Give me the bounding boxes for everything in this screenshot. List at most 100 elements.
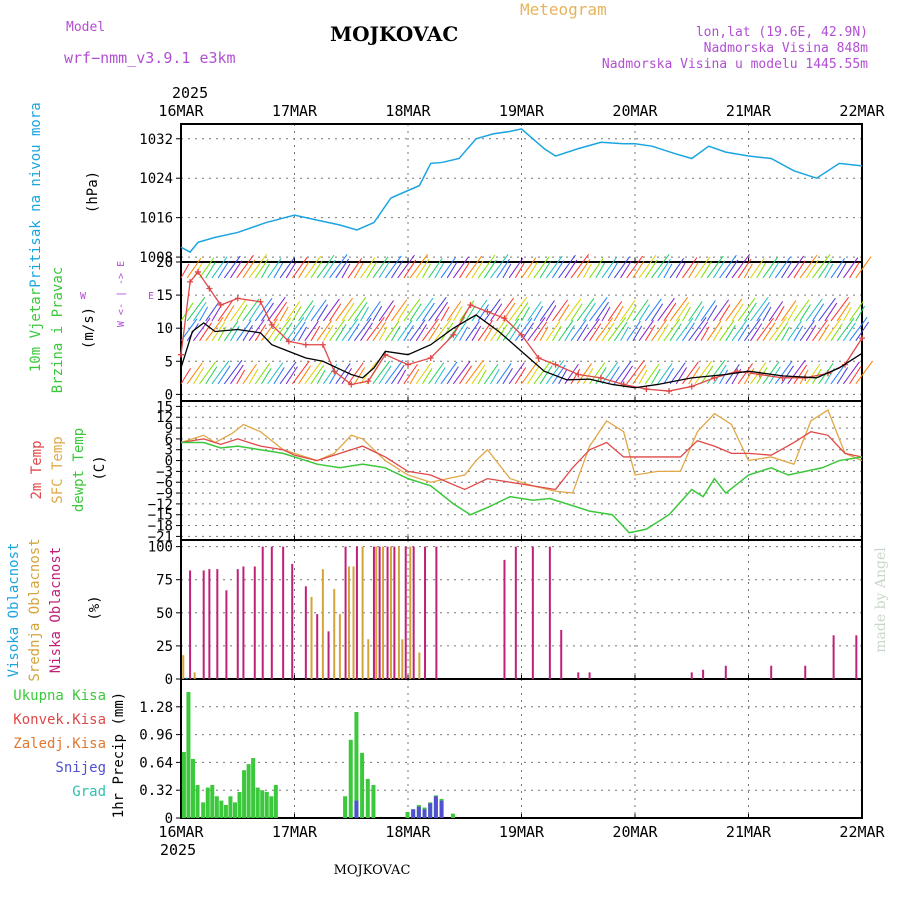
wind-arrow xyxy=(465,320,480,342)
wind-arrow xyxy=(483,324,495,342)
wind-arrow xyxy=(428,258,443,279)
wind-arrow xyxy=(403,363,418,385)
wind-arrow xyxy=(855,305,866,322)
precip-bar-total xyxy=(190,758,195,818)
temp-units: (C) xyxy=(92,455,108,480)
y-tick-label: −18 xyxy=(148,519,173,535)
wind-arrow xyxy=(366,262,377,279)
wind-arrow xyxy=(372,321,387,342)
wind-arrow xyxy=(682,257,698,279)
precip-bar-total xyxy=(214,796,219,818)
wind-arrow xyxy=(756,367,768,385)
model-elevation-label: Nadmorska Visina u modelu 1445.55m xyxy=(601,57,868,72)
precip-bar-total xyxy=(264,791,269,818)
wind-arrow xyxy=(242,324,253,342)
wind-arrow xyxy=(632,364,647,385)
wind-arrow xyxy=(205,316,224,342)
wind-arrow xyxy=(298,326,308,342)
wind-arrow xyxy=(465,305,476,322)
wind-arrow xyxy=(508,297,528,322)
wind-arrow xyxy=(360,306,369,322)
panel-frame xyxy=(180,678,863,819)
temp-axis-title-dewpt: dewpt Temp xyxy=(71,428,87,512)
cloud-bar-low xyxy=(404,546,407,679)
wind-arrow xyxy=(292,360,310,385)
wind-arrow xyxy=(799,254,818,279)
wind-arrow xyxy=(706,305,718,322)
wind-gust-line-marker xyxy=(597,374,604,381)
wind-arrow xyxy=(855,360,874,385)
y-tick-label: 1016 xyxy=(139,211,173,227)
wind-arrow xyxy=(459,365,473,385)
wind-arrow xyxy=(849,316,868,342)
wind-arrow xyxy=(601,306,611,322)
wind-arrow xyxy=(793,325,804,342)
y-tick-label: 1008 xyxy=(139,250,173,266)
wind-arrow xyxy=(756,301,770,322)
cloud-bar-low xyxy=(514,546,517,679)
wind-arrow xyxy=(267,362,284,385)
wind-arrow xyxy=(496,258,510,279)
precip-bar-total xyxy=(450,813,455,818)
wind-gust-line-marker xyxy=(302,341,309,348)
wind-arrow xyxy=(644,363,660,385)
wind-arrow xyxy=(713,364,727,385)
wind-arrow xyxy=(626,255,644,279)
wind-arrow xyxy=(793,260,806,279)
precip-legend-item: Zaledj.Kisa xyxy=(13,736,106,752)
wind-arrow xyxy=(422,263,431,279)
wind-arrow xyxy=(601,361,619,385)
wind-arrow xyxy=(527,262,538,279)
wind-gust-line-marker xyxy=(501,315,508,322)
wind-arrow xyxy=(186,297,206,322)
compass-east: E xyxy=(148,291,154,302)
wind-arrow xyxy=(589,297,608,322)
cloud-bar-low xyxy=(588,672,591,679)
pressure-line xyxy=(180,128,863,254)
cloud-bar-low xyxy=(208,569,211,679)
wind-arrow xyxy=(750,362,767,385)
cloud-bar-mid xyxy=(382,546,385,679)
precip-bar-total xyxy=(219,800,224,818)
wind-arrow xyxy=(762,361,780,385)
wind-arrow xyxy=(403,298,421,322)
wind-arrow xyxy=(285,316,305,342)
wind-arrow xyxy=(242,298,260,322)
wind-arrow xyxy=(273,317,292,342)
wind-gust-line-marker xyxy=(427,354,434,361)
wind-arrow xyxy=(490,254,509,279)
wind-gust-line-marker xyxy=(195,268,202,275)
wind-arrow xyxy=(521,361,538,385)
bottom-date-label: 16MAR xyxy=(158,823,204,841)
temp-axis-title-2m: 2m Temp xyxy=(29,440,45,499)
wind-arrow xyxy=(180,263,190,279)
bottom-year-label: 2025 xyxy=(160,841,196,859)
precip-bar-snow xyxy=(422,809,427,818)
wind-arrow xyxy=(669,323,682,342)
wind-arrow xyxy=(397,320,413,342)
cloud-bar-low xyxy=(189,570,192,679)
cloud-bar-mid xyxy=(193,672,196,679)
wind-arrow xyxy=(304,359,323,385)
y-tick-label: 25 xyxy=(156,639,173,655)
wind-arrow xyxy=(230,325,240,342)
wind-arrow xyxy=(434,301,449,322)
wind-arrow xyxy=(774,360,793,385)
wind-arrow xyxy=(805,298,823,322)
wind-arrow xyxy=(508,323,521,342)
wind-arrow xyxy=(781,300,797,322)
wind-arrow xyxy=(595,262,606,279)
meteogram-label: Meteogram xyxy=(520,0,607,19)
wind-arrow xyxy=(756,262,766,279)
wind-arrow xyxy=(570,303,583,322)
wind-arrow xyxy=(397,304,409,322)
wind-arrow xyxy=(644,324,656,342)
wind-arrow xyxy=(329,254,348,279)
wind-arrow xyxy=(496,324,508,342)
wind-arrow xyxy=(205,366,218,385)
wind-arrow xyxy=(805,363,821,385)
top-date-label: 18MAR xyxy=(385,102,431,120)
wind-arrow xyxy=(267,297,286,322)
y-tick-label: 0.64 xyxy=(139,755,173,771)
wind-arrow xyxy=(818,324,830,342)
